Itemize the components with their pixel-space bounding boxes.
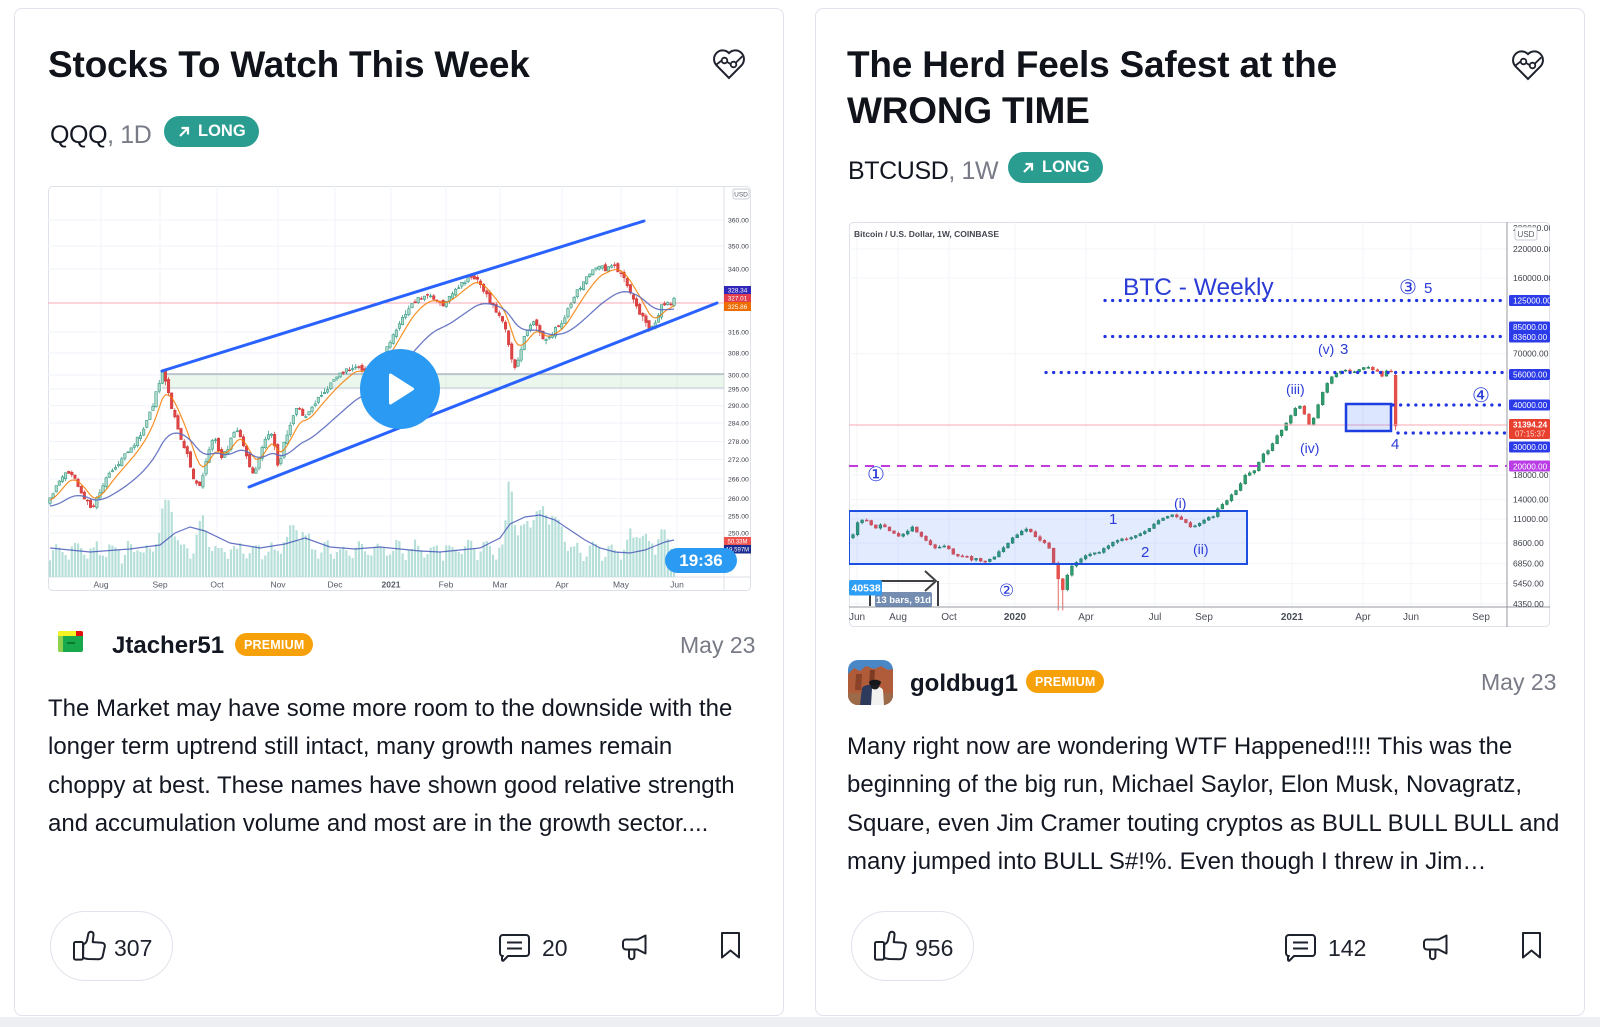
svg-text:USD: USD <box>734 192 748 199</box>
svg-text:BTC - Weekly: BTC - Weekly <box>1123 274 1274 301</box>
svg-text:284.00: 284.00 <box>728 421 749 428</box>
svg-text:14000.00: 14000.00 <box>1513 495 1549 505</box>
svg-text:31394.24: 31394.24 <box>1513 421 1548 430</box>
svg-text:Bitcoin / U.S. Dollar, 1W, COI: Bitcoin / U.S. Dollar, 1W, COINBASE <box>854 229 999 239</box>
svg-text:④: ④ <box>1472 385 1490 407</box>
svg-text:19:36: 19:36 <box>679 551 722 570</box>
svg-text:USD: USD <box>1518 230 1535 239</box>
svg-text:328.34: 328.34 <box>728 288 748 295</box>
svg-text:327.01: 327.01 <box>728 296 748 303</box>
svg-text:Jun: Jun <box>849 612 865 623</box>
svg-text:11000.00: 11000.00 <box>1513 514 1548 524</box>
svg-text:③: ③ <box>1399 277 1417 299</box>
svg-text:2021: 2021 <box>382 580 401 590</box>
svg-text:350.00: 350.00 <box>728 244 749 251</box>
svg-text:Sep: Sep <box>1472 612 1490 623</box>
svg-text:Aug: Aug <box>889 612 907 623</box>
svg-text:Sep: Sep <box>1195 612 1213 623</box>
svg-text:Jun: Jun <box>670 580 684 590</box>
svg-text:295.00: 295.00 <box>728 387 749 394</box>
svg-text:Dec: Dec <box>327 580 343 590</box>
svg-text:260.00: 260.00 <box>728 496 749 503</box>
svg-text:6850.00: 6850.00 <box>1513 559 1544 569</box>
svg-text:Oct: Oct <box>941 612 957 623</box>
svg-text:Apr: Apr <box>1078 612 1094 623</box>
svg-text:40000.00: 40000.00 <box>1513 401 1548 410</box>
svg-text:50.33M: 50.33M <box>727 540 747 546</box>
svg-text:18000.00: 18000.00 <box>1513 470 1549 480</box>
svg-text:2021: 2021 <box>1281 612 1304 623</box>
svg-text:83600.00: 83600.00 <box>1513 333 1548 342</box>
svg-text:40538: 40538 <box>852 583 881 595</box>
svg-text:(ii): (ii) <box>1193 541 1209 557</box>
svg-text:360.00: 360.00 <box>728 218 749 225</box>
svg-text:290.00: 290.00 <box>728 403 749 410</box>
svg-text:125000.00: 125000.00 <box>1513 297 1550 306</box>
svg-text:Feb: Feb <box>439 580 454 590</box>
svg-text:4: 4 <box>1391 436 1399 453</box>
svg-text:07:15:37: 07:15:37 <box>1515 430 1545 439</box>
svg-text:Jun: Jun <box>1403 612 1419 623</box>
svg-text:340.00: 340.00 <box>728 267 749 274</box>
svg-text:4350.00: 4350.00 <box>1513 599 1544 609</box>
svg-text:160000.00: 160000.00 <box>1513 273 1550 283</box>
svg-text:Sep: Sep <box>152 580 167 590</box>
svg-text:8600.00: 8600.00 <box>1513 538 1544 548</box>
svg-text:5: 5 <box>1424 280 1432 297</box>
svg-text:19.597M: 19.597M <box>726 548 749 554</box>
svg-text:Nov: Nov <box>270 580 286 590</box>
svg-text:13 bars, 91d: 13 bars, 91d <box>876 595 931 606</box>
svg-text:70000.00: 70000.00 <box>1513 349 1549 359</box>
svg-text:Aug: Aug <box>93 580 108 590</box>
svg-text:2020: 2020 <box>1004 612 1027 623</box>
svg-text:①: ① <box>867 464 885 486</box>
svg-text:Mar: Mar <box>493 580 508 590</box>
svg-text:Apr: Apr <box>555 580 568 590</box>
svg-text:Jul: Jul <box>1149 612 1162 623</box>
svg-text:85000.00: 85000.00 <box>1513 323 1548 332</box>
svg-text:250.00: 250.00 <box>728 531 749 538</box>
svg-text:20000.00: 20000.00 <box>1513 463 1548 472</box>
svg-text:Oct: Oct <box>210 580 224 590</box>
svg-text:Apr: Apr <box>1355 612 1371 623</box>
svg-text:②: ② <box>999 581 1014 600</box>
svg-text:266.00: 266.00 <box>728 477 749 484</box>
svg-text:308.00: 308.00 <box>728 351 749 358</box>
svg-text:5450.00: 5450.00 <box>1513 579 1544 589</box>
svg-text:(iv): (iv) <box>1300 440 1319 456</box>
svg-text:56000.00: 56000.00 <box>1513 371 1548 380</box>
svg-text:325.86: 325.86 <box>728 304 748 311</box>
svg-text:30000.00: 30000.00 <box>1513 443 1548 452</box>
svg-text:(i): (i) <box>1174 495 1186 511</box>
svg-text:2: 2 <box>1141 544 1149 561</box>
svg-text:272.00: 272.00 <box>728 457 749 464</box>
svg-text:316.00: 316.00 <box>728 330 749 337</box>
svg-text:3: 3 <box>1340 341 1348 358</box>
svg-text:(v): (v) <box>1318 341 1334 357</box>
svg-text:1: 1 <box>1109 511 1117 528</box>
svg-text:300.00: 300.00 <box>728 373 749 380</box>
svg-text:278.00: 278.00 <box>728 439 749 446</box>
svg-text:May: May <box>613 580 630 590</box>
svg-text:(iii): (iii) <box>1286 381 1305 397</box>
svg-text:220000.00: 220000.00 <box>1513 244 1550 254</box>
svg-text:255.00: 255.00 <box>728 514 749 521</box>
